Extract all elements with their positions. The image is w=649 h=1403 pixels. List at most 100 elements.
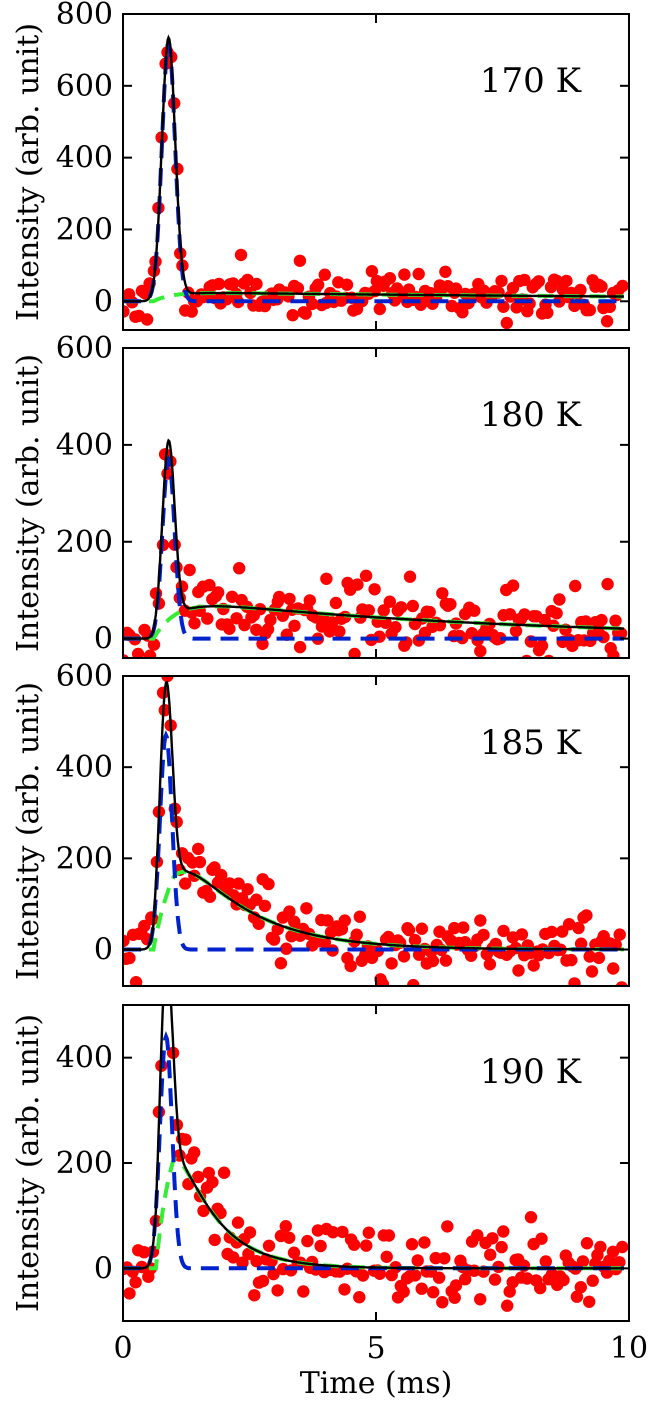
y-axis-label: Intensity (arb. unit) (11, 682, 46, 980)
data-point (368, 583, 381, 596)
y-tick-label: 0 (94, 284, 113, 319)
y-tick-label: 400 (56, 750, 113, 785)
data-point (518, 273, 531, 287)
plot-area (123, 34, 629, 330)
panel-3: 0 200 400 600 Intensity (arb. unit) 185 K (11, 659, 630, 987)
data-point (286, 309, 299, 322)
data-point (616, 1240, 629, 1254)
data-point (203, 578, 216, 592)
data-point (474, 914, 487, 927)
data-point (138, 919, 151, 933)
data-point (438, 1252, 451, 1265)
data-point (523, 297, 536, 310)
data-point (140, 313, 154, 326)
data-point (129, 1276, 142, 1289)
fast-component-line (123, 37, 624, 304)
data-point (616, 279, 629, 293)
data-point (311, 278, 325, 291)
data-point (613, 1256, 626, 1269)
data-point (353, 910, 366, 923)
data-point (521, 654, 533, 658)
data-point (188, 1146, 201, 1159)
data-point (500, 316, 513, 330)
y-tick-label: 600 (56, 331, 113, 366)
data-point (320, 572, 333, 585)
data-point (242, 1247, 255, 1261)
data-point (131, 647, 145, 658)
data-point (565, 953, 578, 967)
data-point (527, 959, 540, 972)
data-point (338, 914, 351, 927)
data-point (494, 632, 507, 645)
data-point (248, 1289, 261, 1302)
data-point (197, 1204, 210, 1218)
y-tick-label: 200 (56, 841, 113, 876)
data-point (429, 1251, 442, 1265)
data-point (441, 1220, 454, 1233)
data-point (183, 563, 196, 577)
data-point (389, 621, 402, 634)
data-point (534, 1281, 547, 1295)
data-point (271, 1284, 284, 1297)
data-point (397, 1285, 410, 1298)
y-tick-label: 200 (56, 212, 113, 247)
data-point (580, 1237, 594, 1250)
data-point (474, 1293, 487, 1306)
data-point (267, 933, 281, 946)
data-point (212, 277, 226, 291)
data-point (299, 307, 312, 320)
y-axis-label: Intensity (arb. unit) (11, 354, 46, 652)
data-point (158, 945, 170, 957)
data-point (273, 590, 286, 604)
data-point (256, 637, 269, 651)
data-point (347, 1238, 361, 1251)
data-point (560, 274, 573, 288)
temperature-label: 180 K (480, 395, 582, 435)
data-point (600, 315, 614, 328)
data-point (586, 1274, 599, 1287)
data-point (402, 923, 416, 937)
data-point (512, 964, 525, 977)
data-point (329, 596, 343, 610)
data-point (594, 1240, 607, 1254)
data-point (543, 654, 555, 658)
data-point (137, 1246, 151, 1259)
data-point (515, 928, 529, 941)
data-point (444, 598, 457, 611)
x-tick-label: 5 (366, 1331, 385, 1366)
temperature-label: 185 K (480, 723, 582, 763)
data-point (353, 1291, 366, 1304)
data-point (201, 612, 214, 625)
fit-total-line (123, 438, 624, 640)
data-point (468, 604, 481, 617)
data-point (595, 613, 608, 627)
data-point (583, 303, 596, 317)
data-point (250, 893, 263, 906)
data-point (449, 1279, 463, 1292)
data-point (568, 977, 581, 986)
data-point (570, 1290, 584, 1303)
data-point (376, 978, 390, 986)
data-point (501, 1299, 514, 1312)
data-point (415, 922, 429, 935)
data-point (217, 1166, 231, 1179)
data-point (579, 615, 592, 628)
data-point (306, 297, 319, 311)
data-point (206, 1175, 219, 1189)
data-point (497, 300, 510, 313)
data-point (603, 300, 616, 314)
data-point (439, 954, 453, 967)
data-point (326, 1226, 340, 1239)
data-point (477, 928, 490, 942)
data-point (535, 639, 549, 652)
data-point (471, 1229, 484, 1242)
data-point (233, 562, 246, 575)
data-point (161, 676, 174, 683)
data-point (592, 951, 606, 965)
data-point (333, 625, 346, 638)
panel-1: 0 200 400 600 800 Intensity (arb. unit) 170 K (11, 0, 630, 331)
data-point (557, 1273, 570, 1287)
data-point (359, 569, 373, 582)
data-point (203, 890, 217, 903)
x-axis-label: Time (ms) (300, 1366, 453, 1401)
